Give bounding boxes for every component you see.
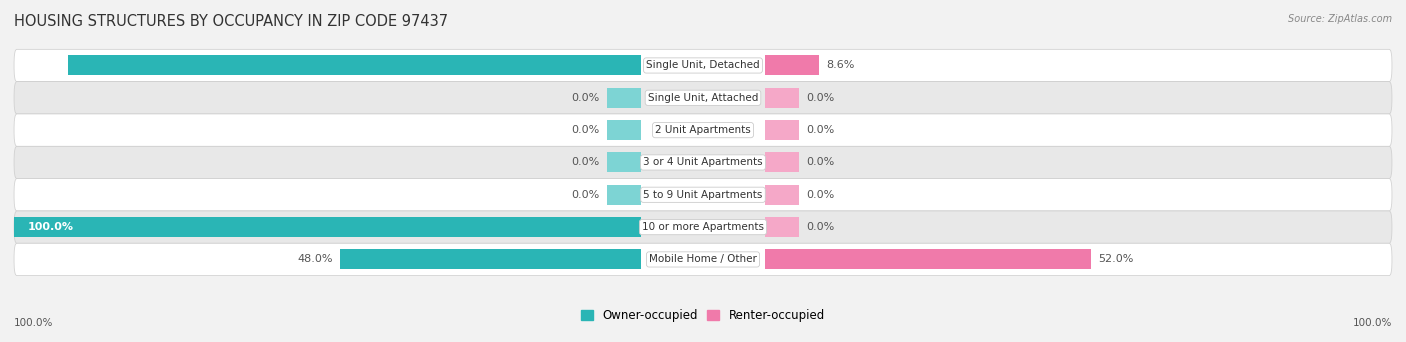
Bar bbox=[765, 217, 800, 237]
Text: Single Unit, Detached: Single Unit, Detached bbox=[647, 61, 759, 70]
Text: 0.0%: 0.0% bbox=[807, 93, 835, 103]
Text: 8.6%: 8.6% bbox=[825, 61, 855, 70]
Bar bbox=[606, 88, 641, 108]
FancyBboxPatch shape bbox=[14, 146, 1392, 179]
FancyBboxPatch shape bbox=[14, 82, 1392, 114]
FancyBboxPatch shape bbox=[14, 211, 1392, 243]
Text: 0.0%: 0.0% bbox=[571, 190, 599, 200]
Text: 0.0%: 0.0% bbox=[571, 93, 599, 103]
Text: 100.0%: 100.0% bbox=[14, 318, 53, 328]
FancyBboxPatch shape bbox=[14, 179, 1392, 211]
Bar bbox=[765, 120, 800, 140]
Bar bbox=[14, 217, 641, 237]
Bar bbox=[765, 88, 800, 108]
Text: 91.4%: 91.4% bbox=[28, 61, 66, 70]
Text: 10 or more Apartments: 10 or more Apartments bbox=[643, 222, 763, 232]
Bar bbox=[765, 153, 800, 172]
Text: 0.0%: 0.0% bbox=[807, 190, 835, 200]
FancyBboxPatch shape bbox=[14, 114, 1392, 146]
Text: 100.0%: 100.0% bbox=[28, 222, 75, 232]
FancyBboxPatch shape bbox=[14, 243, 1392, 276]
Text: 0.0%: 0.0% bbox=[807, 157, 835, 168]
Text: 0.0%: 0.0% bbox=[571, 125, 599, 135]
Text: 100.0%: 100.0% bbox=[1353, 318, 1392, 328]
Bar bbox=[606, 185, 641, 205]
Text: HOUSING STRUCTURES BY OCCUPANCY IN ZIP CODE 97437: HOUSING STRUCTURES BY OCCUPANCY IN ZIP C… bbox=[14, 14, 449, 29]
Bar bbox=[606, 120, 641, 140]
Text: 2 Unit Apartments: 2 Unit Apartments bbox=[655, 125, 751, 135]
Text: 52.0%: 52.0% bbox=[1098, 254, 1133, 264]
Text: 48.0%: 48.0% bbox=[298, 254, 333, 264]
Bar bbox=[765, 185, 800, 205]
Bar bbox=[765, 55, 818, 76]
Text: 5 to 9 Unit Apartments: 5 to 9 Unit Apartments bbox=[644, 190, 762, 200]
Text: Single Unit, Attached: Single Unit, Attached bbox=[648, 93, 758, 103]
Bar bbox=[606, 153, 641, 172]
Text: Mobile Home / Other: Mobile Home / Other bbox=[650, 254, 756, 264]
Text: Source: ZipAtlas.com: Source: ZipAtlas.com bbox=[1288, 14, 1392, 24]
Text: 0.0%: 0.0% bbox=[571, 157, 599, 168]
FancyBboxPatch shape bbox=[14, 49, 1392, 82]
Bar bbox=[340, 249, 641, 269]
Text: 3 or 4 Unit Apartments: 3 or 4 Unit Apartments bbox=[643, 157, 763, 168]
Bar bbox=[765, 249, 1091, 269]
Bar bbox=[67, 55, 641, 76]
Legend: Owner-occupied, Renter-occupied: Owner-occupied, Renter-occupied bbox=[576, 304, 830, 327]
Text: 0.0%: 0.0% bbox=[807, 222, 835, 232]
Text: 0.0%: 0.0% bbox=[807, 125, 835, 135]
